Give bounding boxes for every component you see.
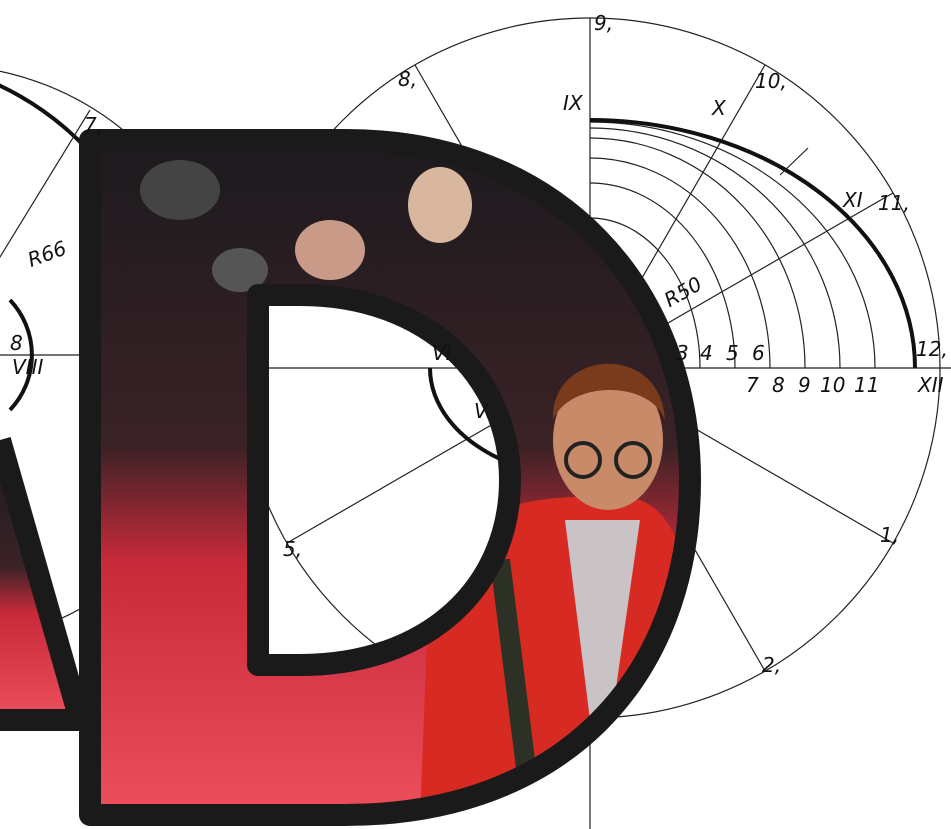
drawing-label: 5, bbox=[283, 537, 302, 561]
drawing-label: XII bbox=[917, 373, 944, 397]
drawing-label: 11, bbox=[878, 191, 910, 215]
drawing-label: VI bbox=[432, 341, 452, 365]
drawing-label: 12, bbox=[916, 337, 948, 361]
drawing-label: V bbox=[474, 399, 489, 423]
drawing-label: X bbox=[711, 96, 727, 120]
drawing-label: R50 bbox=[660, 272, 706, 312]
drawing-label: XI bbox=[842, 188, 863, 212]
letter-a bbox=[0, 440, 80, 720]
drawing-label: 10, bbox=[755, 69, 787, 93]
drawing-label: 9 bbox=[798, 373, 811, 397]
drawing-label: 9, bbox=[594, 11, 613, 35]
drawing-label: 6 bbox=[752, 341, 765, 365]
drawing-label: VIII bbox=[12, 355, 43, 379]
collage: R66 7, 8 VIII 9, 8, 10, IX X XI 11, R50 … bbox=[0, 0, 951, 829]
drawing-label: 1, bbox=[880, 523, 899, 547]
drawing-label: 7, bbox=[84, 113, 103, 137]
drawing-label: 8 bbox=[10, 331, 23, 355]
drawing-label: 3 bbox=[676, 341, 689, 365]
drawing-label: 5 bbox=[726, 341, 739, 365]
letter-d bbox=[90, 140, 693, 820]
drawing-label: 8, bbox=[398, 67, 417, 91]
drawing-label: 10 bbox=[820, 373, 845, 397]
drawing-label: IX bbox=[563, 91, 584, 115]
drawing-label: 2, bbox=[762, 653, 781, 677]
drawing-label: 8 bbox=[772, 373, 785, 397]
drawing-label: 4 bbox=[700, 341, 713, 365]
drawing-label: 7 bbox=[746, 373, 759, 397]
drawing-label: 11 bbox=[854, 373, 879, 397]
drawing-label: R66 bbox=[24, 236, 69, 272]
